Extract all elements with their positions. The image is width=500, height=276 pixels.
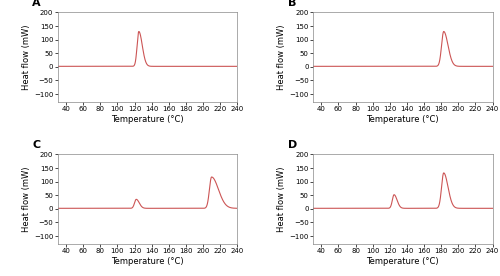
- X-axis label: Temperature (°C): Temperature (°C): [366, 115, 439, 124]
- Y-axis label: Heat flow (mW): Heat flow (mW): [22, 167, 31, 232]
- Text: C: C: [32, 140, 40, 150]
- Y-axis label: Heat flow (mW): Heat flow (mW): [278, 167, 286, 232]
- Y-axis label: Heat flow (mW): Heat flow (mW): [22, 25, 31, 90]
- X-axis label: Temperature (°C): Temperature (°C): [111, 257, 184, 266]
- Text: A: A: [32, 0, 41, 8]
- Text: D: D: [288, 140, 297, 150]
- Y-axis label: Heat flow (mW): Heat flow (mW): [278, 25, 286, 90]
- X-axis label: Temperature (°C): Temperature (°C): [366, 257, 439, 266]
- X-axis label: Temperature (°C): Temperature (°C): [111, 115, 184, 124]
- Text: B: B: [288, 0, 296, 8]
